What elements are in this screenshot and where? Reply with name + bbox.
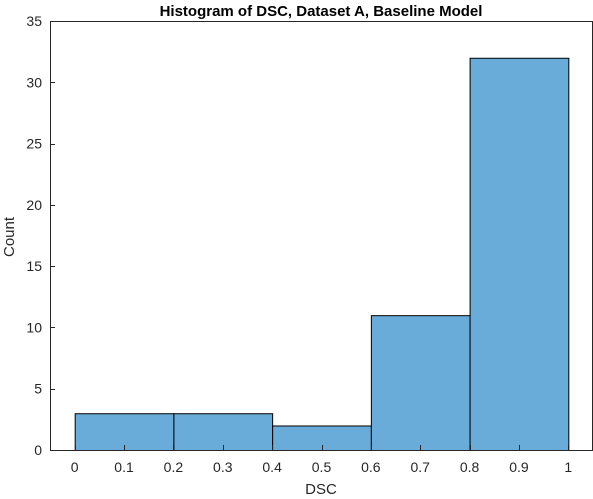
histogram-bar — [173, 413, 274, 452]
x-tick-label: 0.2 — [164, 459, 184, 475]
chart-title: Histogram of DSC, Dataset A, Baseline Mo… — [160, 3, 483, 20]
histogram-bar — [469, 57, 570, 452]
y-tick-label: 20 — [26, 197, 42, 213]
y-tick-label: 25 — [26, 136, 42, 152]
y-axis-ticks: 0 5 10 15 20 25 30 35 — [26, 13, 55, 458]
histogram-bar — [74, 413, 175, 452]
x-tick-label: 0.1 — [114, 459, 134, 475]
y-tick-label: 35 — [26, 13, 42, 29]
x-tick-label: 0.8 — [460, 459, 480, 475]
x-tick-label: 0.6 — [361, 459, 381, 475]
y-axis-label: Count — [1, 216, 18, 257]
x-tick-label: 0.7 — [410, 459, 430, 475]
bars-group — [74, 57, 570, 452]
x-tick-label: 0.9 — [509, 459, 529, 475]
histogram-bar — [370, 315, 471, 451]
y-tick-label: 10 — [26, 319, 42, 335]
x-tick-label: 0.4 — [262, 459, 282, 475]
y-tick-label: 0 — [34, 442, 42, 458]
y-tick-label: 15 — [26, 258, 42, 274]
y-tick-label: 30 — [26, 74, 42, 90]
x-tick-label: 0 — [71, 459, 79, 475]
y-tick-label: 5 — [34, 381, 42, 397]
x-axis-label: DSC — [305, 481, 337, 498]
x-tick-label: 1 — [564, 459, 572, 475]
x-tick-label: 0.5 — [312, 459, 332, 475]
x-tick-label: 0.3 — [213, 459, 233, 475]
x-axis-ticks: 0 0.1 0.2 0.3 0.4 0.5 0.6 0.7 0.8 0.9 1 — [71, 445, 572, 475]
